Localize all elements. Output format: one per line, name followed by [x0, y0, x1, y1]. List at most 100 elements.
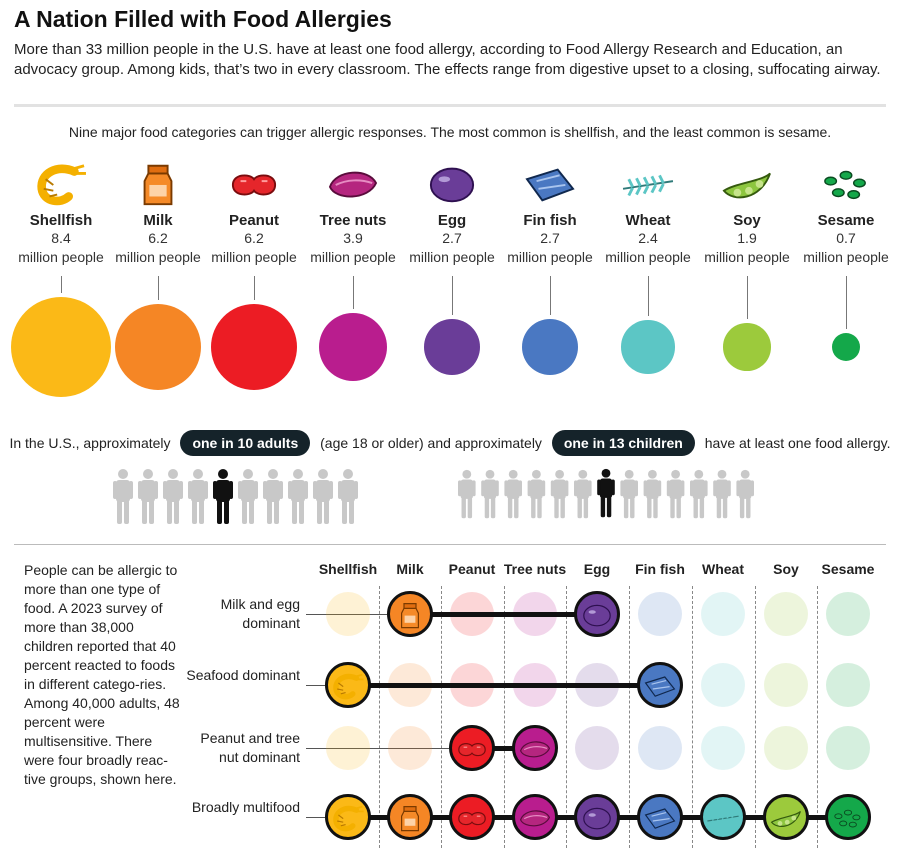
group-member-sesame — [825, 794, 871, 840]
group-leader-line — [306, 748, 449, 749]
bubble-shellfish — [11, 297, 111, 397]
empty-slot — [638, 726, 682, 770]
food-column: Tree nuts 3.9 million people — [305, 160, 401, 267]
food-value: 2.7 — [540, 230, 560, 246]
food-name: Wheat — [625, 212, 671, 229]
group-label: Peanut and tree nut dominant — [200, 730, 300, 765]
wheat-icon — [705, 803, 741, 833]
bubble-milk — [115, 304, 201, 390]
group-member-soy — [763, 794, 809, 840]
food-value: 2.7 — [442, 230, 462, 246]
shrimp-icon — [330, 671, 366, 701]
food-value: 2.4 — [638, 230, 658, 246]
food-name: Tree nuts — [319, 212, 387, 229]
empty-slot — [701, 592, 745, 636]
categories-subhead: Nine major food categories can trigger a… — [68, 124, 832, 140]
food-name: Peanut — [228, 212, 279, 229]
children-pictogram — [458, 468, 754, 519]
column-divider — [754, 586, 756, 848]
column-divider — [441, 586, 442, 848]
bubble-soy — [723, 323, 771, 371]
person-icon — [138, 469, 158, 524]
group-member-shellfish — [325, 794, 371, 840]
food-unit: million people — [803, 249, 889, 265]
food-column: Shellfish 8.4 million people — [13, 160, 109, 267]
person-icon — [550, 469, 569, 519]
intro-text: More than 33 million people in the U.S. … — [14, 41, 881, 78]
person-icon — [263, 469, 283, 524]
empty-slot — [388, 726, 432, 770]
column-divider — [503, 586, 505, 848]
food-name: Shellfish — [29, 212, 93, 229]
person-icon — [504, 469, 522, 519]
ratio-middle: (age 18 or older) and approximately — [320, 435, 542, 451]
ratio-sentence: In the U.S., approximately one in 10 adu… — [0, 430, 900, 456]
header-divider — [14, 104, 886, 107]
milk-carton-icon — [128, 160, 188, 208]
sesame-seed-icon — [830, 803, 866, 833]
group-member-wheat — [700, 794, 746, 840]
food-value: 8.4 — [51, 230, 71, 246]
egg-icon — [579, 600, 615, 630]
group-leader-line — [306, 685, 325, 686]
bubble-leader-line — [158, 276, 159, 301]
column-divider — [691, 586, 693, 848]
column-header: Wheat — [702, 561, 744, 577]
food-value: 0.7 — [836, 230, 856, 246]
almond-icon — [517, 803, 553, 833]
group-member-egg — [574, 794, 620, 840]
person-icon — [666, 469, 685, 519]
egg-icon — [422, 160, 482, 208]
empty-slot — [826, 663, 870, 707]
person-icon — [163, 469, 183, 524]
column-header: Shellfish — [318, 561, 378, 577]
food-column: Milk 6.2 million people — [110, 160, 206, 267]
peanut-icon — [224, 160, 284, 208]
bubble-egg — [423, 318, 481, 376]
group-member-tree-nuts — [512, 794, 558, 840]
food-column: Peanut 6.2 million people — [206, 160, 302, 267]
person-icon — [113, 469, 133, 524]
food-unit: million people — [18, 249, 104, 265]
food-name: Soy — [733, 212, 761, 229]
empty-slot — [826, 726, 870, 770]
empty-slot — [638, 592, 682, 636]
food-value: 6.2 — [244, 230, 264, 246]
food-name: Sesame — [817, 212, 875, 229]
column-header: Fin fish — [635, 561, 685, 577]
group-member-milk — [387, 794, 433, 840]
bubble-leader-line — [747, 276, 748, 320]
column-divider — [566, 586, 567, 848]
almond-icon — [323, 160, 383, 208]
column-header: Peanut — [448, 561, 496, 577]
sesame-seed-icon — [816, 160, 876, 208]
group-member-egg — [574, 591, 620, 637]
food-column: Egg 2.7 million people — [404, 160, 500, 267]
person-icon — [288, 469, 308, 524]
shrimp-icon — [330, 803, 366, 833]
group-connector — [348, 683, 660, 688]
group-member-peanut — [449, 725, 495, 771]
ratio-prefix: In the U.S., approximately — [9, 435, 171, 451]
peanut-icon — [454, 734, 490, 764]
section-divider — [14, 544, 886, 545]
group-member-fin-fish — [637, 662, 683, 708]
children-pill: one in 13 children — [551, 430, 695, 456]
group-member-tree-nuts — [512, 725, 558, 771]
bubble-leader-line — [61, 276, 62, 293]
column-header: Soy — [773, 561, 799, 577]
person-icon — [713, 469, 731, 519]
chart-title: A Nation Filled with Food Allergies — [14, 6, 392, 32]
highlighted-person-icon — [213, 469, 233, 524]
column-divider — [628, 586, 630, 848]
group-member-milk — [387, 591, 433, 637]
group-leader-line — [306, 817, 325, 818]
group-leader-line — [306, 614, 387, 615]
bubble-leader-line — [452, 276, 453, 315]
bubble-leader-line — [550, 276, 551, 315]
bubble-leader-line — [648, 276, 649, 317]
group-label: Milk and egg dominant — [220, 596, 300, 631]
group-label: Seafood dominant — [186, 667, 300, 683]
egg-icon — [579, 803, 615, 833]
ratio-suffix: have at least one food allergy. — [704, 435, 891, 451]
